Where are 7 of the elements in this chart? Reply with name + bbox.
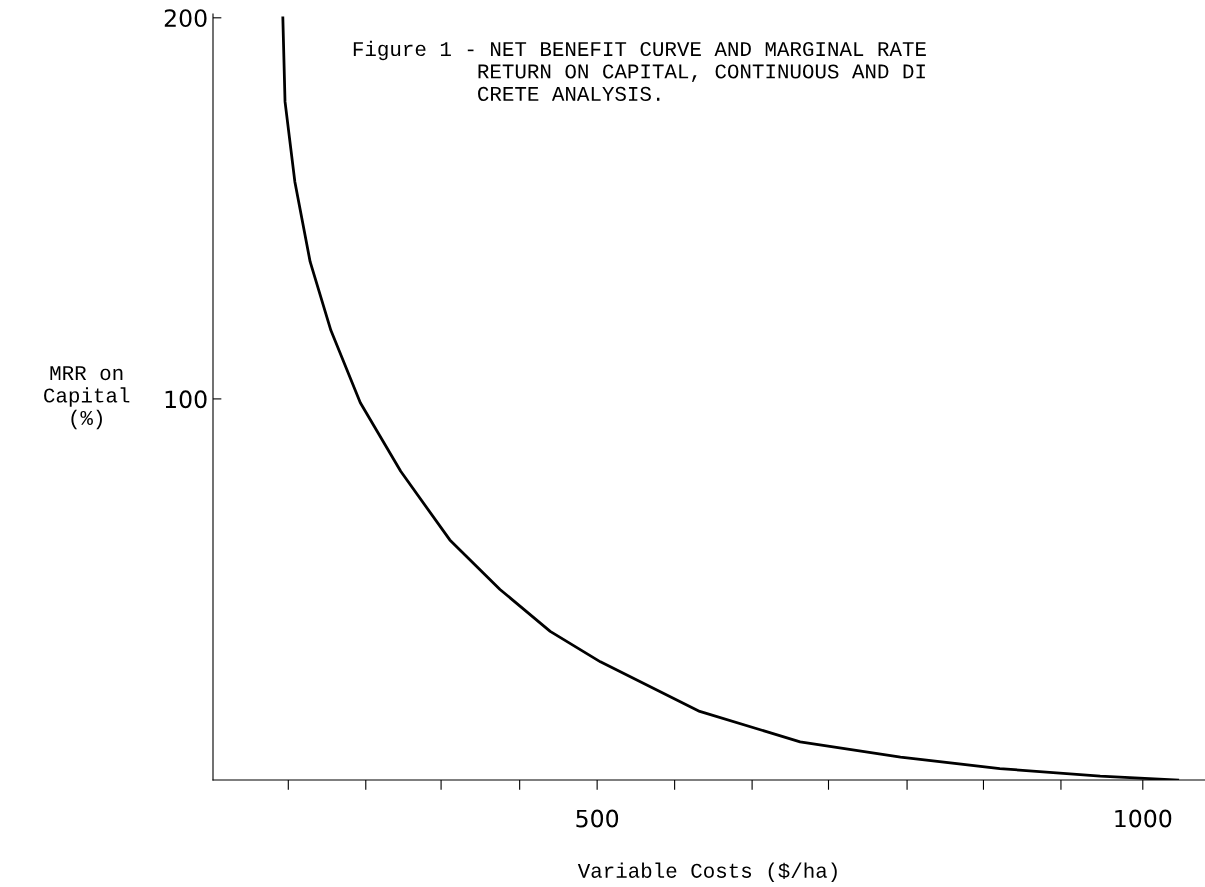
x-tick-label: 1000 xyxy=(1115,809,1172,828)
x-axis-title: Variable Costs ($/ha) xyxy=(577,862,837,882)
text: Figure 1 - NET BENEFIT CURVE AND MARGINAL RATE RETURN ON CAPITAL, CONTINUOUS AND DI CRETE ANALYSIS. xyxy=(353,40,926,101)
y-tick-label: 200 xyxy=(164,9,207,28)
x-tick-label: 500 xyxy=(576,809,619,828)
y-tick-label: 100 xyxy=(165,390,207,409)
y-axis-title: MRR on Capital (%) xyxy=(44,366,130,430)
